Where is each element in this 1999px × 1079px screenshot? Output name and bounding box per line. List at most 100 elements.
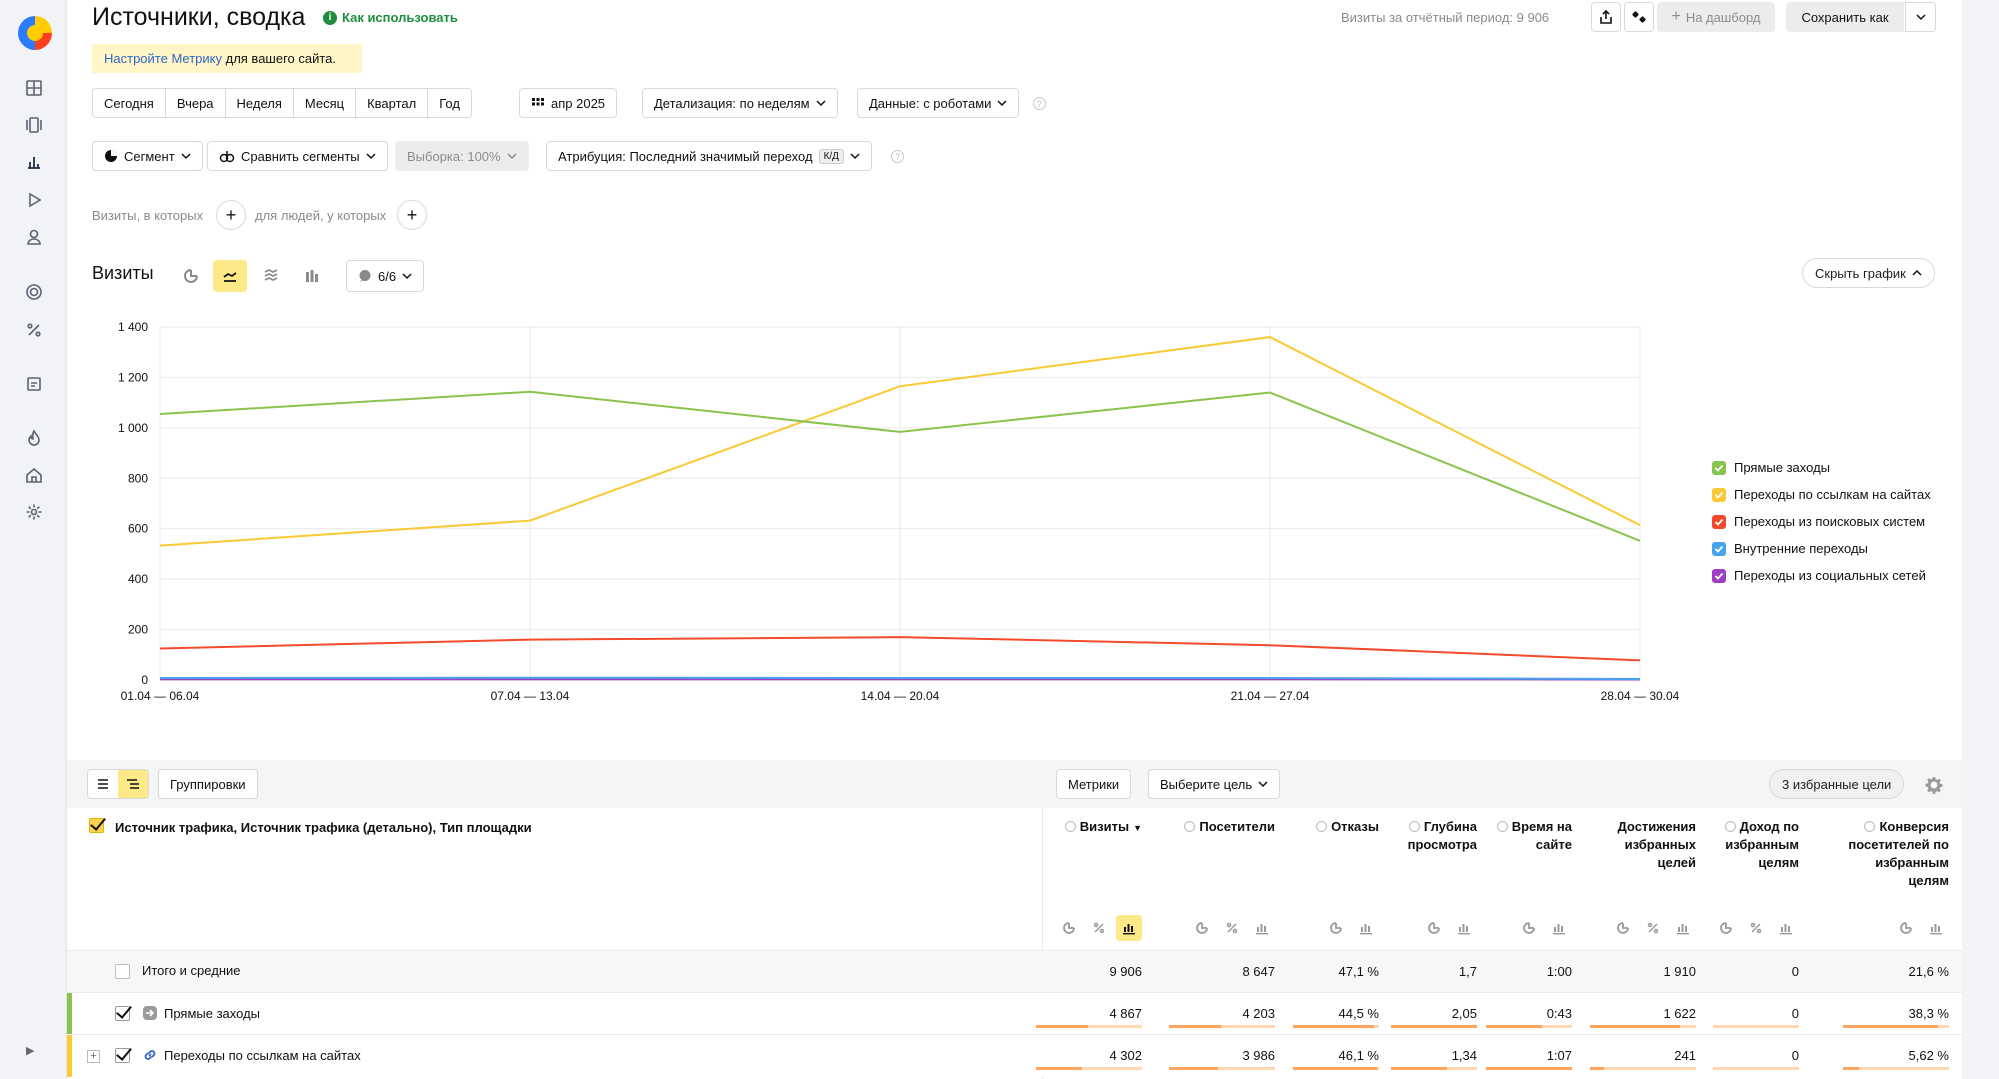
help-icon[interactable]	[1496, 821, 1508, 832]
pie-view-icon[interactable]	[1189, 915, 1215, 941]
column-header[interactable]: Конверсия посетителей по избранным целям	[1839, 818, 1949, 890]
period-week[interactable]: Неделя	[225, 89, 294, 117]
favorite-goals-button[interactable]: 3 избранные цели	[1769, 769, 1905, 799]
column-header-label: Отказы	[1331, 819, 1379, 834]
help-icon[interactable]	[1064, 821, 1076, 832]
help-icon[interactable]	[1408, 821, 1420, 832]
expand-sidebar-icon[interactable]: ▶	[26, 1045, 35, 1057]
help-icon[interactable]	[1316, 821, 1328, 832]
expand-row-button[interactable]: +	[87, 1050, 100, 1063]
period-quarter[interactable]: Квартал	[356, 89, 429, 117]
setup-metrica-link[interactable]: Настройте Метрику	[104, 51, 222, 66]
period-year[interactable]: Год	[428, 89, 471, 117]
settings-icon[interactable]	[22, 500, 46, 524]
bar-view-icon[interactable]	[1546, 915, 1572, 941]
bar-view-icon[interactable]	[1773, 915, 1799, 941]
pie-view-icon[interactable]	[1893, 915, 1919, 941]
percent-view-icon[interactable]	[1743, 915, 1769, 941]
list-view-button[interactable]	[88, 770, 118, 798]
help-icon[interactable]	[1724, 821, 1736, 832]
column-header[interactable]: Отказы	[1289, 818, 1379, 836]
period-today[interactable]: Сегодня	[93, 89, 166, 117]
gear-icon[interactable]	[1925, 776, 1943, 794]
pie-view-icon[interactable]	[1516, 915, 1542, 941]
legend-item-links[interactable]: Переходы по ссылкам на сайтах	[1712, 481, 1931, 508]
webvisor-icon[interactable]	[22, 188, 46, 212]
column-header[interactable]: Посетители	[1165, 818, 1275, 836]
chart-type-bar[interactable]	[295, 260, 329, 292]
metrica-logo[interactable]	[18, 16, 52, 50]
period-yesterday[interactable]: Вчера	[165, 89, 226, 117]
legend-item-search[interactable]: Переходы из поисковых систем	[1712, 508, 1931, 535]
pie-view-icon[interactable]	[1056, 915, 1082, 941]
help-icon[interactable]	[1184, 821, 1196, 832]
bar-view-icon[interactable]	[1923, 915, 1949, 941]
home-icon[interactable]	[22, 463, 46, 487]
save-as-button[interactable]: Сохранить как	[1786, 2, 1904, 32]
pie-view-icon[interactable]	[1323, 915, 1349, 941]
save-as-dropdown[interactable]	[1905, 2, 1936, 32]
legend-item-social[interactable]: Переходы из социальных сетей	[1712, 562, 1931, 589]
chart-type-pie[interactable]	[174, 260, 208, 292]
period-month[interactable]: Месяц	[293, 89, 357, 117]
page-title: Источники, сводка	[92, 3, 306, 31]
add-to-dashboard-button[interactable]: + На дашборд	[1657, 2, 1775, 32]
fire-icon[interactable]	[22, 426, 46, 450]
percent-icon[interactable]	[22, 318, 46, 342]
add-visit-condition-button[interactable]: +	[216, 200, 246, 230]
percent-view-icon[interactable]	[1640, 915, 1666, 941]
table-row[interactable]: + Переходы по ссылкам на сайтах 4 302 3 9…	[67, 1034, 1962, 1077]
attribution-dropdown[interactable]: Атрибуция: Последний значимый переход К/…	[546, 141, 872, 171]
table-row[interactable]: Прямые заходы 4 867 4 203 44,5 % 2,05 0:43 1 …	[67, 992, 1962, 1035]
row-checkbox[interactable]	[115, 964, 130, 979]
tree-view-button[interactable]	[118, 770, 148, 798]
segment-dropdown[interactable]: Сегмент	[92, 141, 203, 171]
data-dropdown[interactable]: Данные: с роботами	[857, 88, 1020, 118]
chart-type-area[interactable]	[254, 260, 288, 292]
legend-item-internal[interactable]: Внутренние переходы	[1712, 535, 1931, 562]
groupings-button[interactable]: Группировки	[158, 769, 258, 799]
export-button[interactable]	[1591, 2, 1621, 32]
date-picker[interactable]: апр 2025	[519, 88, 618, 118]
help-icon[interactable]: ?	[1033, 97, 1046, 110]
pie-view-icon[interactable]	[1713, 915, 1739, 941]
bar-view-icon[interactable]	[1353, 915, 1379, 941]
legend-item-direct[interactable]: Прямые заходы	[1712, 454, 1931, 481]
compare-segments-dropdown[interactable]: Сравнить сегменты	[207, 141, 388, 171]
segments-icon[interactable]	[22, 372, 46, 396]
standard-reports-icon[interactable]	[22, 150, 46, 174]
bar-view-icon[interactable]	[1249, 915, 1275, 941]
reports-icon[interactable]	[22, 113, 46, 137]
api-button[interactable]	[1624, 2, 1654, 32]
pie-view-icon[interactable]	[1610, 915, 1636, 941]
audience-icon[interactable]	[22, 225, 46, 249]
column-header[interactable]: Доход по избранным целям	[1709, 818, 1799, 872]
how-to-use-link[interactable]: i Как использовать	[323, 10, 458, 25]
row-checkbox[interactable]	[115, 1006, 130, 1021]
metrics-button[interactable]: Метрики	[1056, 769, 1132, 799]
help-icon[interactable]: ?	[891, 150, 904, 163]
chart-type-line[interactable]	[213, 260, 247, 292]
select-all-checkbox[interactable]	[89, 818, 104, 833]
percent-view-icon[interactable]	[1219, 915, 1245, 941]
column-header[interactable]: Достижения избранных целей	[1586, 818, 1696, 872]
detail-dropdown[interactable]: Детализация: по неделям	[642, 88, 838, 118]
sample-dropdown[interactable]: Выборка: 100%	[395, 141, 529, 171]
help-icon[interactable]	[1864, 821, 1876, 832]
add-people-condition-button[interactable]: +	[397, 200, 427, 230]
hide-chart-button[interactable]: Скрыть график	[1802, 258, 1935, 288]
table-row-total[interactable]: Итого и средние 9 906 8 647 47,1 % 1,7 1:00 1…	[67, 950, 1962, 992]
dashboard-icon[interactable]	[22, 76, 46, 100]
bar-view-icon[interactable]	[1451, 915, 1477, 941]
column-header[interactable]: Визиты ▼	[1032, 818, 1142, 837]
bar-view-icon[interactable]	[1670, 915, 1696, 941]
pie-view-icon[interactable]	[1421, 915, 1447, 941]
goals-icon[interactable]	[22, 280, 46, 304]
bar-view-icon[interactable]	[1116, 915, 1142, 941]
column-header[interactable]: Глубина просмотра	[1387, 818, 1477, 854]
row-checkbox[interactable]	[115, 1048, 130, 1063]
percent-view-icon[interactable]	[1086, 915, 1112, 941]
column-header[interactable]: Время на сайте	[1482, 818, 1572, 854]
choose-goal-dropdown[interactable]: Выберите цель	[1148, 769, 1281, 799]
series-counter-dropdown[interactable]: 6/6	[346, 260, 425, 292]
